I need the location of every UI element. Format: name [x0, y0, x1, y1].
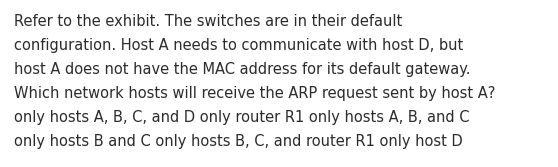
Text: host A does not have the MAC address for its default gateway.: host A does not have the MAC address for…: [14, 62, 470, 77]
Text: only hosts A, B, C, and D only router R1 only hosts A, B, and C: only hosts A, B, C, and D only router R1…: [14, 110, 469, 125]
Text: only hosts B and C only hosts B, C, and router R1 only host D: only hosts B and C only hosts B, C, and …: [14, 134, 463, 149]
Text: Which network hosts will receive the ARP request sent by host A?: Which network hosts will receive the ARP…: [14, 86, 496, 101]
Text: Refer to the exhibit. The switches are in their default: Refer to the exhibit. The switches are i…: [14, 14, 402, 29]
Text: configuration. Host A needs to communicate with host D, but: configuration. Host A needs to communica…: [14, 38, 463, 53]
